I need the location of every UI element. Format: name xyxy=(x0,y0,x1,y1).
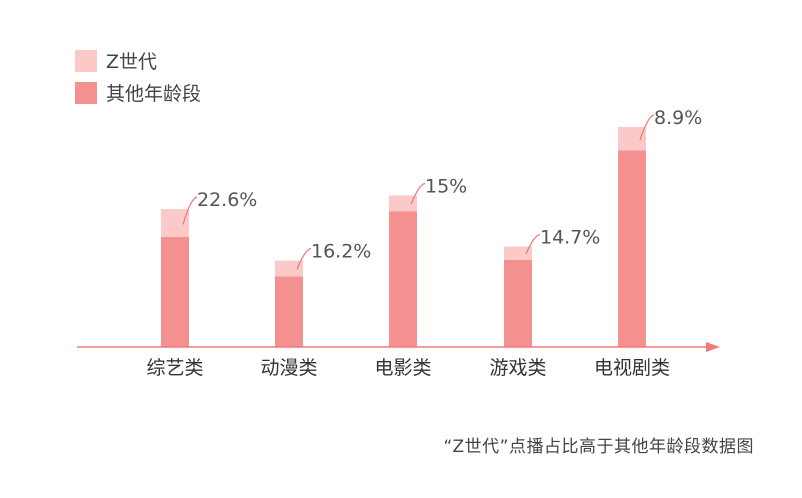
bar-z-generation-0 xyxy=(161,209,189,237)
label-connector-4 xyxy=(639,114,655,141)
label-connector-3 xyxy=(525,233,541,255)
data-label-3: 14.7% xyxy=(540,227,600,249)
x-tick-labels-group: 综艺类 动漫类 电影类 游戏类 电视剧类 xyxy=(146,357,670,379)
bar-other-ages-1 xyxy=(275,276,303,347)
data-label-0: 22.6% xyxy=(197,189,257,211)
legend-label-z-generation: Z世代 xyxy=(106,51,157,73)
chart-caption: “Z世代”点播占比高于其他年龄段数据图 xyxy=(443,437,754,457)
x-axis xyxy=(77,342,720,352)
bar-other-ages-4 xyxy=(618,150,646,347)
data-labels-group: 22.6% 16.2% 15% 14.7% 8.9% xyxy=(182,107,702,270)
bar-z-generation-4 xyxy=(618,127,646,151)
x-tick-label-4: 电视剧类 xyxy=(594,357,670,379)
legend-swatch-other-ages xyxy=(75,82,97,104)
bar-z-generation-2 xyxy=(389,195,417,212)
label-connector-2 xyxy=(410,182,426,205)
data-label-1: 16.2% xyxy=(311,241,371,263)
x-tick-label-2: 电影类 xyxy=(374,357,431,379)
bar-other-ages-2 xyxy=(389,211,417,347)
legend-label-other-ages: 其他年龄段 xyxy=(106,83,201,105)
label-connector-1 xyxy=(296,247,312,270)
bars-group xyxy=(161,127,646,347)
x-tick-label-3: 游戏类 xyxy=(489,357,546,379)
bar-z-generation-1 xyxy=(275,260,303,277)
bar-other-ages-0 xyxy=(161,237,189,347)
data-label-2: 15% xyxy=(425,176,467,198)
bar-z-generation-3 xyxy=(504,246,532,260)
x-axis-arrow xyxy=(706,342,720,352)
legend: Z世代 其他年龄段 xyxy=(75,50,201,105)
bar-other-ages-3 xyxy=(504,260,532,347)
x-tick-label-1: 动漫类 xyxy=(260,357,317,379)
legend-swatch-z-generation xyxy=(75,50,97,72)
data-label-4: 8.9% xyxy=(654,107,702,129)
x-tick-label-0: 综艺类 xyxy=(146,357,203,379)
label-connector-0 xyxy=(182,196,198,225)
